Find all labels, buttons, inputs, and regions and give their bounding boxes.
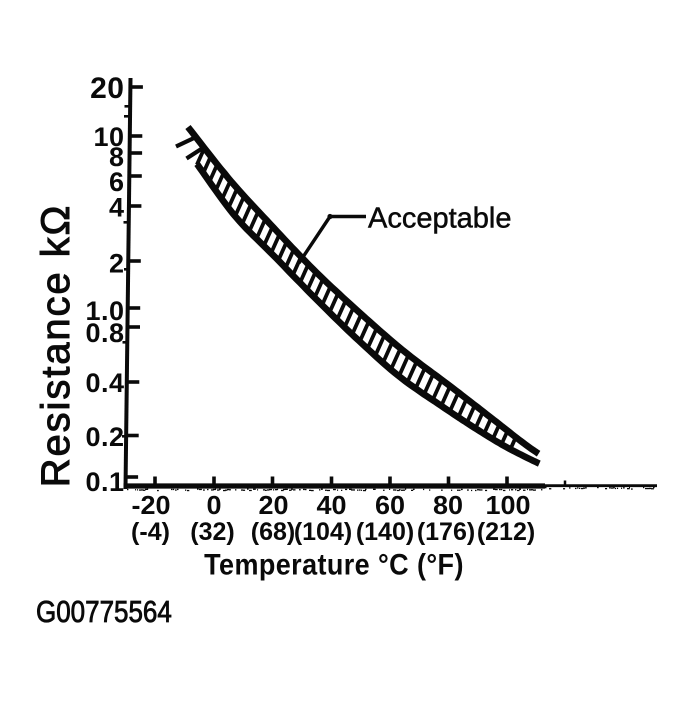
svg-text:2: 2: [109, 248, 125, 278]
svg-text:(32): (32): [190, 518, 234, 546]
svg-text:0.1: 0.1: [85, 467, 124, 497]
svg-text:G00775564: G00775564: [36, 595, 172, 630]
svg-text:100: 100: [485, 490, 530, 520]
svg-text:8: 8: [109, 142, 125, 172]
svg-text:(176): (176): [417, 518, 475, 546]
svg-text:-20: -20: [131, 490, 170, 520]
svg-text:40: 40: [316, 490, 346, 520]
svg-text:60: 60: [375, 490, 405, 520]
svg-text:(140): (140): [356, 518, 414, 546]
svg-text:0.2: 0.2: [85, 422, 124, 452]
svg-text:10: 10: [93, 122, 124, 152]
svg-text:(68): (68): [251, 518, 295, 546]
svg-text:20: 20: [90, 72, 124, 105]
svg-text:80: 80: [433, 490, 463, 520]
svg-text:(-4): (-4): [131, 518, 170, 546]
svg-text:4: 4: [109, 192, 125, 222]
svg-text:Resistance kΩ: Resistance kΩ: [34, 204, 78, 488]
svg-text:0: 0: [206, 490, 221, 520]
svg-text:6: 6: [109, 167, 125, 197]
svg-text:(212): (212): [477, 518, 535, 546]
svg-text:Temperature °C (°F): Temperature °C (°F): [204, 547, 464, 580]
svg-text:0.8: 0.8: [85, 318, 124, 348]
svg-text:Acceptable: Acceptable: [368, 203, 512, 235]
svg-text:0.4: 0.4: [85, 368, 124, 398]
svg-text:(104): (104): [294, 518, 352, 546]
svg-text:20: 20: [258, 490, 288, 520]
svg-text:1.0: 1.0: [85, 296, 124, 326]
